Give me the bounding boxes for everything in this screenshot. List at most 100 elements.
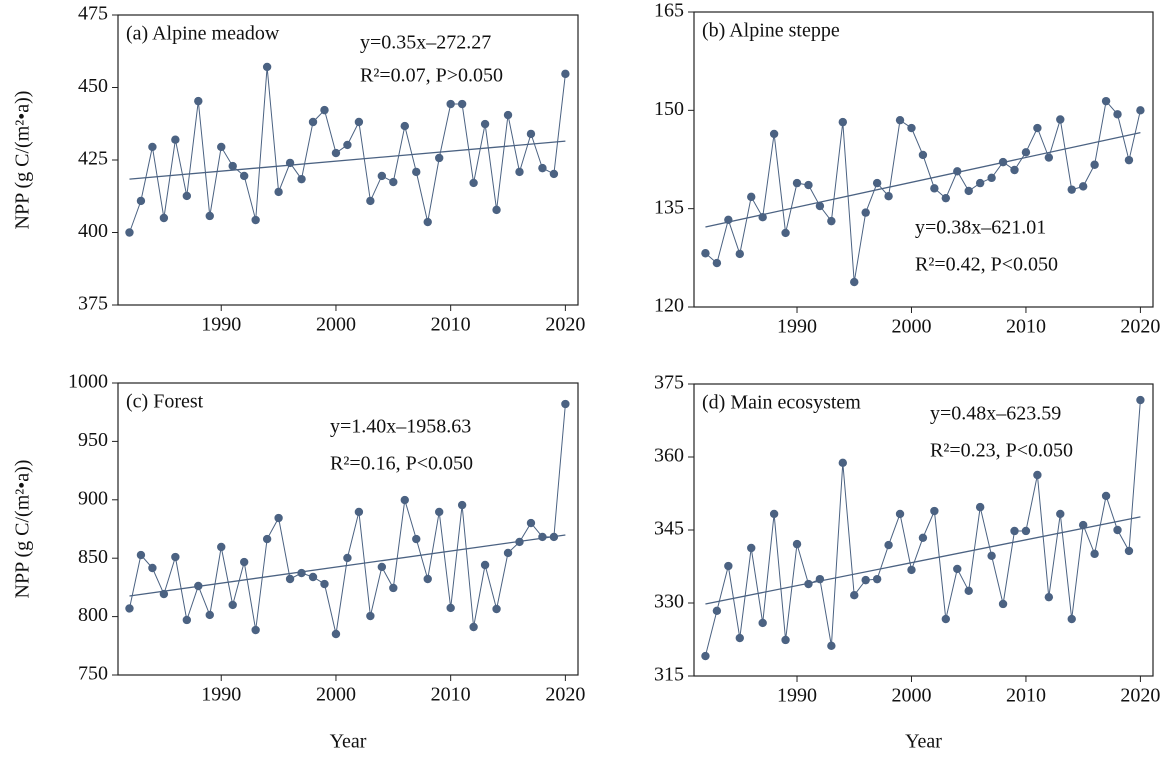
y-tick-label: 375	[78, 293, 108, 315]
data-point	[320, 579, 329, 589]
data-point	[217, 142, 226, 152]
data-point	[136, 550, 146, 560]
data-point	[804, 579, 813, 589]
data-point	[1090, 160, 1099, 169]
annotation: R²=0.23, P<0.050	[930, 440, 1073, 462]
data-point	[930, 184, 939, 193]
x-tick-label: 2020	[1120, 316, 1160, 338]
y-tick-label: 330	[654, 591, 684, 613]
data-point	[815, 574, 825, 584]
data-point	[285, 158, 295, 168]
data-point	[792, 178, 802, 188]
trend-line	[129, 140, 566, 180]
data-point	[526, 518, 536, 528]
trend-line	[705, 516, 1141, 605]
data-point	[1136, 395, 1145, 405]
data-point	[194, 581, 203, 591]
data-point	[712, 606, 722, 615]
data-point	[308, 572, 318, 582]
data-point	[758, 212, 767, 222]
data-point	[239, 557, 249, 567]
data-point	[503, 110, 513, 120]
plot-frame	[117, 382, 579, 676]
x-tick-label: 2000	[316, 684, 356, 706]
data-point	[125, 228, 134, 237]
panel-title: (c) Forest	[126, 391, 204, 413]
x-tick-label: 1990	[777, 685, 817, 707]
data-point	[1113, 110, 1122, 119]
data-point	[895, 509, 905, 519]
data-point	[423, 574, 432, 584]
data-point	[953, 564, 962, 574]
data-point	[701, 651, 710, 661]
data-point	[1078, 182, 1088, 191]
data-point	[861, 575, 870, 585]
data-point	[446, 99, 455, 109]
data-point	[320, 105, 329, 115]
data-point	[1010, 165, 1019, 175]
data-point	[1113, 525, 1122, 535]
data-point	[194, 96, 203, 106]
annotation: y=1.40x–1958.63	[330, 416, 471, 438]
annotation: y=0.35x–272.27	[360, 32, 491, 54]
data-point	[941, 193, 951, 203]
y-tick-label: 475	[78, 3, 108, 25]
annotation: y=0.38x–621.01	[915, 217, 1046, 239]
data-point	[538, 532, 547, 542]
data-point	[331, 148, 341, 158]
x-tick-label: 1990	[201, 314, 241, 336]
data-point	[434, 153, 444, 163]
data-point	[975, 178, 985, 188]
data-point	[1044, 153, 1054, 162]
data-point	[457, 500, 467, 510]
data-point	[480, 560, 490, 570]
data-point	[1067, 614, 1076, 624]
data-point	[182, 615, 192, 625]
data-point	[747, 543, 756, 553]
data-point	[549, 169, 559, 179]
y-tick-label: 850	[78, 546, 108, 568]
data-point	[895, 115, 905, 125]
plot-frame	[693, 383, 1154, 677]
data-point	[1090, 549, 1099, 559]
data-point	[1044, 592, 1054, 602]
y-tick-label: 315	[654, 664, 684, 686]
y-tick-label: 375	[654, 372, 684, 394]
data-point	[526, 129, 536, 139]
data-point	[274, 513, 283, 523]
x-tick-label: 1990	[201, 684, 241, 706]
x-axis-label: Year	[330, 731, 367, 753]
data-point	[1067, 185, 1076, 194]
data-point	[412, 534, 421, 544]
data-point	[953, 167, 962, 176]
data-point	[1136, 106, 1145, 115]
data-point	[561, 399, 570, 409]
data-point	[125, 604, 134, 613]
data-point	[343, 140, 352, 150]
data-point	[701, 249, 710, 258]
data-point	[918, 533, 928, 542]
data-point	[1056, 509, 1065, 519]
data-point	[1010, 526, 1019, 536]
data-line	[129, 403, 566, 635]
data-point	[941, 614, 951, 624]
data-point	[343, 553, 352, 563]
data-point	[758, 618, 767, 628]
annotation: R²=0.42, P<0.050	[915, 254, 1058, 276]
y-tick-label: 800	[78, 604, 108, 626]
x-tick-label: 2010	[431, 684, 471, 706]
data-point	[838, 117, 848, 127]
data-point	[366, 611, 375, 621]
data-point	[872, 574, 882, 584]
data-point	[538, 163, 547, 173]
data-point	[1056, 115, 1065, 124]
data-point	[884, 540, 893, 550]
data-point	[274, 187, 283, 197]
data-point	[297, 174, 306, 184]
y-tick-label: 750	[78, 663, 108, 685]
data-point	[1078, 520, 1088, 530]
data-point	[434, 507, 444, 517]
data-point	[251, 215, 260, 225]
x-tick-label: 2020	[545, 314, 585, 336]
